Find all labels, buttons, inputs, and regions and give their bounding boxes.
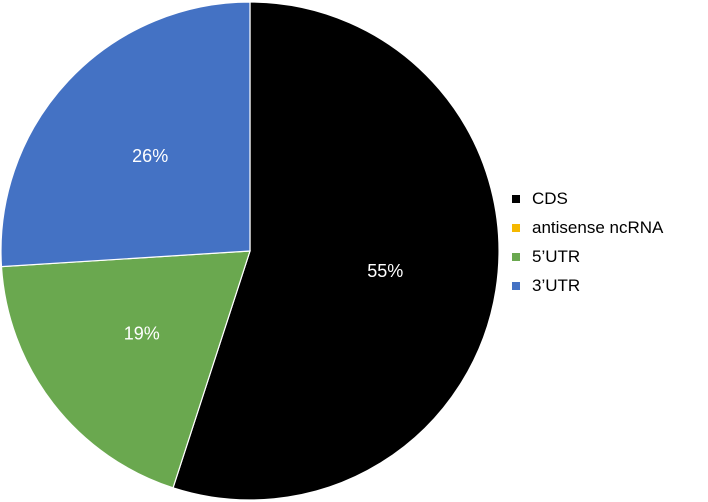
legend-item-3: 3’UTR [512,271,702,300]
slice-value-label-2: 19% [124,324,160,344]
legend-swatch-2 [512,252,520,261]
legend-item-0: CDS [512,184,702,213]
legend-swatch-0 [512,194,520,203]
pie-slice-0 [172,1,500,501]
slice-value-label-0: 55% [367,261,403,281]
legend-label-0: CDS [532,189,568,208]
legend-swatch-1 [512,223,520,232]
pie-slices [0,1,500,501]
pie-slice-labels: 55% 19% 26% [124,146,404,344]
legend-label-1: antisense ncRNA [532,218,664,237]
legend: CDS antisense ncRNA 5’UTR 3’UTR [512,184,702,300]
legend-label-2: 5’UTR [532,247,581,266]
legend-label-3: 3’UTR [532,276,581,295]
legend-swatch-3 [512,281,520,290]
pie-slice-2 [0,250,251,489]
slice-value-label-3: 26% [132,146,168,166]
legend-item-1: antisense ncRNA [512,213,702,242]
legend-item-2: 5’UTR [512,242,702,271]
pie-slice-3 [0,1,251,268]
